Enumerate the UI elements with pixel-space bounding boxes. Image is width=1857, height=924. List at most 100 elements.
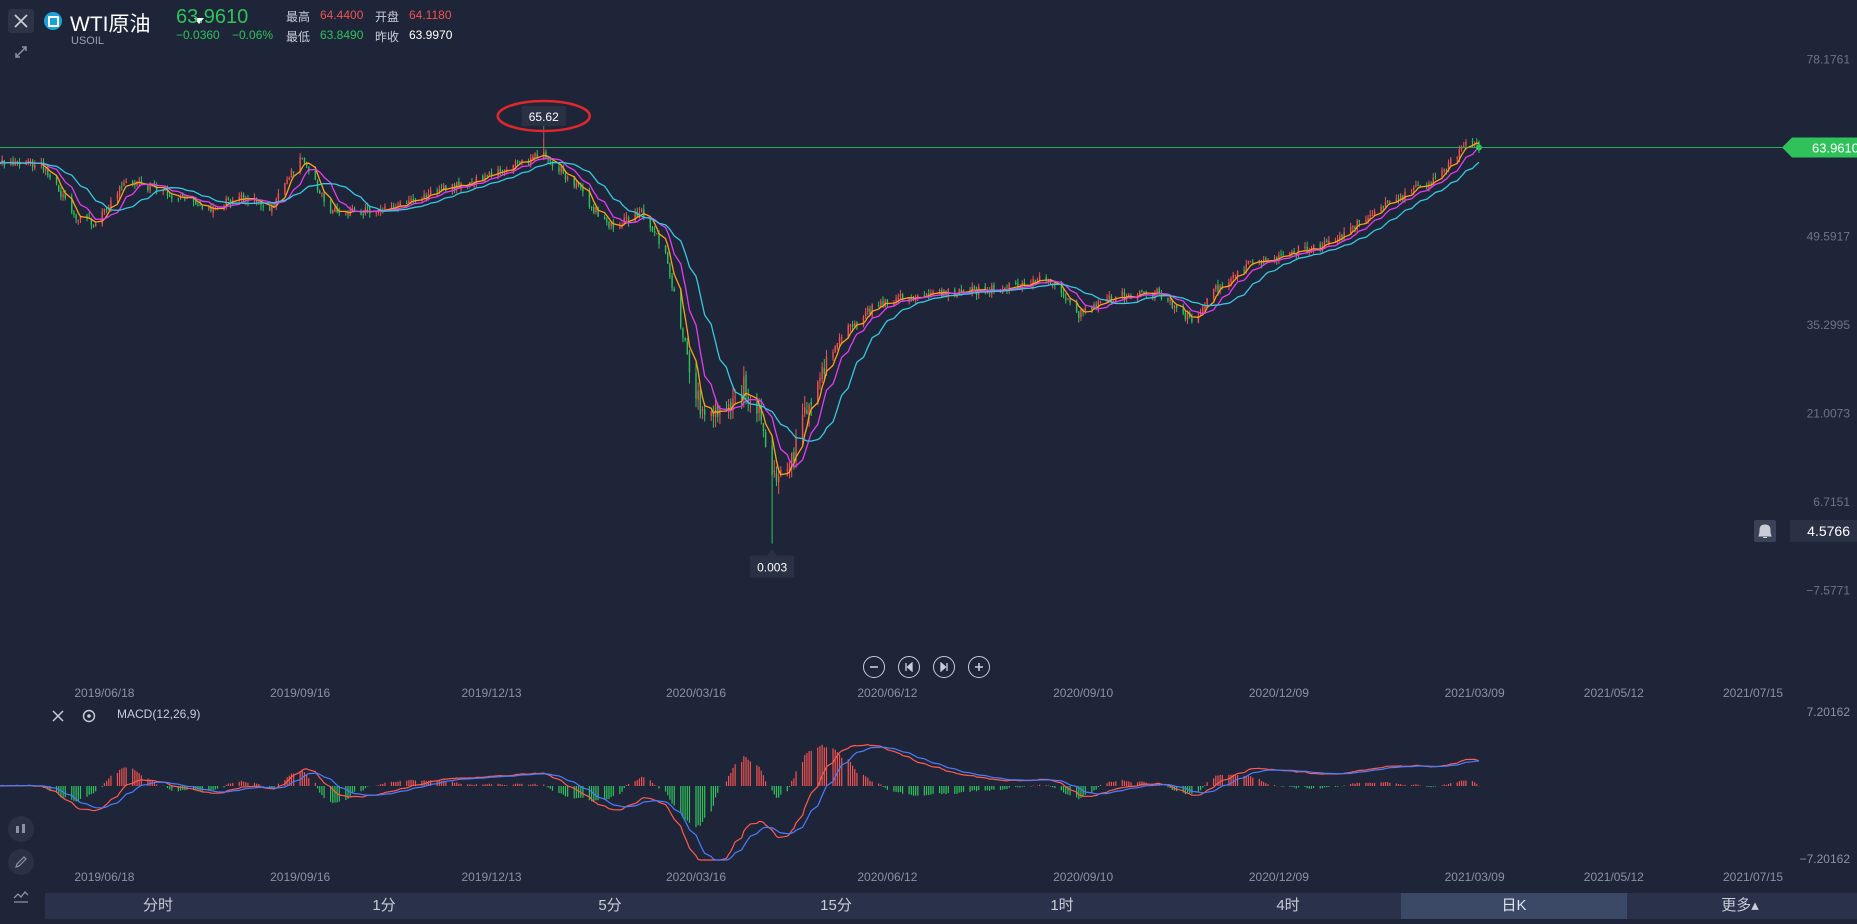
candle-down: [301, 157, 304, 160]
draw-tool-button[interactable]: [8, 849, 34, 875]
candle-down: [593, 203, 595, 215]
candle-down: [973, 284, 976, 289]
price-axis-tick: 35.2995: [1807, 318, 1851, 332]
date-axis-main: 2019/06/18 2019/09/16 2019/12/13 2020/03/16…: [74, 686, 1783, 700]
tab-timeframe-6[interactable]: 日K: [1401, 893, 1627, 919]
macd-histogram: [1, 744, 1480, 828]
candle-up: [871, 303, 873, 318]
tab-timeframe-1[interactable]: 1分: [372, 897, 396, 914]
price-axis-tick: 6.7151: [1813, 495, 1850, 509]
price-axis: 78.1761 49.5917 35.2995 21.0073 6.7151 −7.577…: [1806, 52, 1850, 597]
candle-up: [238, 192, 240, 204]
candle-up: [475, 174, 478, 188]
tab-timeframe-5[interactable]: 4时: [1276, 897, 1300, 914]
candle-up: [1215, 284, 1217, 292]
candle-up: [566, 175, 569, 182]
candle-up: [849, 323, 852, 332]
candle-up: [1304, 242, 1306, 251]
candle-up: [788, 461, 791, 479]
date-tick: 2020/12/09: [1249, 870, 1309, 884]
cursor-price-tag: 4.5766: [1790, 520, 1857, 542]
candle-down: [58, 184, 60, 193]
scroll-end-button[interactable]: [933, 656, 955, 678]
candle-up: [962, 289, 965, 294]
candle-up: [595, 206, 597, 215]
candle-up: [1236, 270, 1239, 281]
zoom-out-button[interactable]: [863, 656, 885, 678]
tab-timeframe-0[interactable]: 分时: [142, 897, 173, 914]
candle-down: [699, 385, 702, 419]
candle-down: [1280, 249, 1282, 258]
candle-down: [653, 226, 656, 237]
date-tick: 2021/07/15: [1723, 686, 1783, 700]
candle-up: [1352, 225, 1354, 232]
candle-down: [406, 200, 408, 204]
candle-down: [255, 197, 258, 206]
candle-down: [564, 171, 567, 183]
candle-up: [116, 191, 119, 204]
last-price: 63.9610: [176, 6, 249, 28]
scroll-start-button[interactable]: [898, 656, 920, 678]
indicator-button[interactable]: [8, 883, 34, 909]
low-label: 最低: [286, 30, 311, 44]
candle-down: [184, 195, 186, 202]
date-tick: 2019/06/18: [74, 686, 134, 700]
candle-down: [573, 176, 575, 189]
last-price-dot: [1475, 144, 1482, 151]
date-tick: 2020/06/12: [857, 870, 917, 884]
candle-up: [1463, 141, 1465, 148]
candle-down: [516, 159, 519, 167]
tab-timeframe-2[interactable]: 5分: [598, 897, 622, 914]
candle-down: [669, 262, 671, 279]
symbol-badge-icon: [44, 12, 62, 30]
date-tick: 2020/12/09: [1249, 686, 1309, 700]
candle-up: [732, 387, 734, 419]
candle-down: [673, 286, 675, 292]
candle-down: [1326, 238, 1328, 243]
candle-down: [436, 187, 438, 196]
candle-down: [1069, 298, 1071, 306]
candle-up: [321, 192, 323, 198]
date-tick: 2019/09/16: [270, 686, 330, 700]
candle-up: [62, 191, 64, 201]
candle-up: [1051, 282, 1054, 289]
candle-up: [625, 211, 628, 223]
candle-down: [1417, 181, 1419, 187]
macd-dif-line: [0, 743, 1480, 861]
date-tick: 2021/05/12: [1584, 870, 1644, 884]
plus-icon: [975, 663, 983, 671]
date-tick: 2021/05/12: [1584, 686, 1644, 700]
zoom-in-button[interactable]: [968, 656, 990, 678]
candle-up: [1415, 180, 1417, 188]
candle-down: [121, 181, 123, 191]
tab-timeframe-7[interactable]: 更多▴: [1721, 897, 1759, 914]
max-annotation: 65.62: [496, 99, 591, 138]
candle-up: [1084, 304, 1087, 315]
candle-up: [1199, 308, 1202, 316]
ma5-line: [0, 142, 1480, 476]
date-tick: 2021/03/09: [1445, 686, 1505, 700]
candle-up: [408, 195, 410, 204]
tab-timeframe-4[interactable]: 1时: [1050, 897, 1074, 914]
candle-down: [606, 217, 608, 226]
expand-button[interactable]: [8, 40, 34, 64]
candle-down: [12, 156, 14, 167]
candle-up: [1356, 219, 1358, 233]
close-button[interactable]: [8, 9, 34, 33]
macd-label: MACD(12,26,9): [117, 707, 200, 721]
candle-down: [612, 219, 615, 233]
candle-down: [869, 305, 871, 315]
candle-down: [993, 282, 995, 295]
chart-type-button[interactable]: [8, 816, 34, 842]
candle-up: [1, 155, 3, 166]
current-price-tag: 63.9610: [1782, 137, 1857, 158]
min-annotation-text: 0.003: [757, 561, 787, 575]
tab-timeframe-3[interactable]: 15分: [820, 897, 852, 914]
candle-up: [136, 180, 138, 187]
candle-down: [73, 209, 75, 218]
chevron-down-icon[interactable]: [194, 18, 204, 24]
candle-up: [1343, 227, 1345, 242]
candle-down: [482, 174, 484, 181]
